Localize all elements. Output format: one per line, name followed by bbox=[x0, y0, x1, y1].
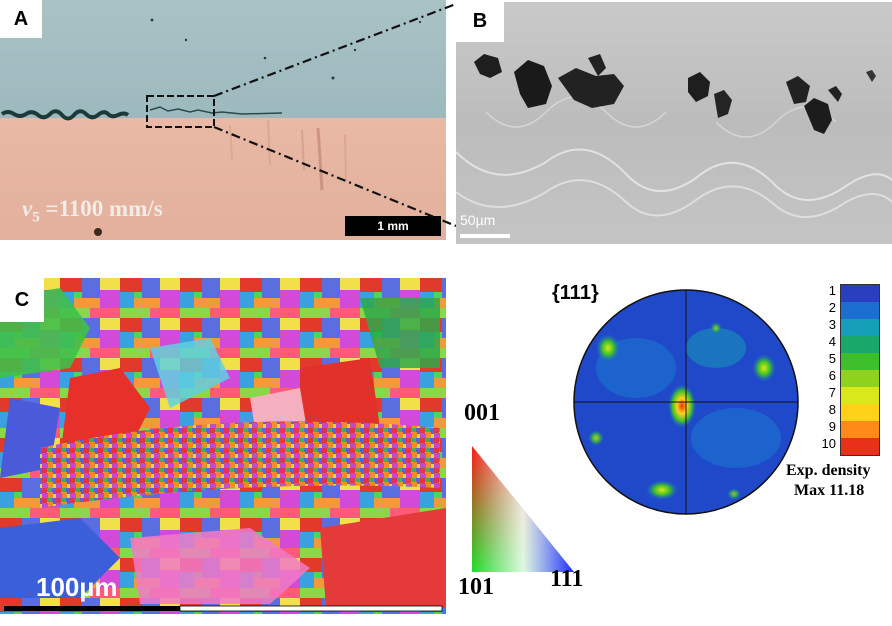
density-level-label: 8 bbox=[828, 402, 836, 417]
density-level-label: 7 bbox=[828, 385, 836, 400]
scale-bar-b-label: 50µm bbox=[460, 212, 496, 228]
density-level-label: 1 bbox=[828, 283, 836, 298]
density-band bbox=[841, 319, 879, 336]
ipf-label-101: 101 bbox=[458, 574, 494, 600]
panel-label-c: C bbox=[0, 278, 44, 322]
ipf-label-001: 001 bbox=[464, 400, 500, 426]
density-band bbox=[841, 370, 879, 387]
panel-label-a: A bbox=[0, 0, 42, 38]
density-level-labels: 1 2 3 4 5 6 7 8 9 10 bbox=[812, 282, 838, 456]
panel-label-b: B bbox=[456, 2, 504, 42]
velocity-value: =1100 mm/s bbox=[39, 196, 163, 221]
panel-c: C 100µm bbox=[0, 278, 446, 614]
density-level-label: 3 bbox=[828, 317, 836, 332]
ipf-legend: 001 101 111 bbox=[440, 400, 620, 610]
density-level-label: 9 bbox=[828, 419, 836, 434]
density-level-label: 10 bbox=[821, 436, 836, 451]
density-band bbox=[841, 387, 879, 404]
scale-bar-c-label: 100µm bbox=[36, 572, 118, 602]
pole-figure: {111} bbox=[548, 278, 892, 518]
density-band bbox=[841, 336, 879, 353]
velocity-subscript: 5 bbox=[32, 209, 40, 226]
density-level-label: 6 bbox=[828, 368, 836, 383]
density-band bbox=[841, 353, 879, 370]
panel-b: B 50µm bbox=[456, 2, 892, 244]
density-caption-1: Exp. density bbox=[786, 462, 871, 479]
density-caption-2: Max 11.18 bbox=[794, 482, 865, 499]
scale-bar-a-label: 1 mm bbox=[377, 219, 409, 233]
ipf-triangle bbox=[472, 446, 574, 572]
velocity-symbol: v bbox=[22, 196, 33, 221]
sem-micrograph bbox=[456, 2, 892, 244]
density-band bbox=[841, 421, 879, 438]
density-level-label: 5 bbox=[828, 351, 836, 366]
pole-figure-plot bbox=[573, 289, 799, 515]
pole-figure-title: {111} bbox=[552, 282, 599, 304]
density-level-label: 4 bbox=[828, 334, 836, 349]
density-level-label: 2 bbox=[828, 300, 836, 315]
ipf-label-111: 111 bbox=[550, 566, 584, 592]
velocity-label: v5 =1100 mm/s bbox=[22, 196, 163, 227]
density-band bbox=[841, 404, 879, 421]
density-legend: 1 2 3 4 5 6 7 8 9 10 bbox=[812, 282, 892, 462]
density-band bbox=[841, 302, 879, 319]
panel-a: A v5 =1100 mm/s 1 mm bbox=[0, 0, 446, 240]
density-color-bar bbox=[840, 284, 880, 456]
ebsd-ipf-map bbox=[0, 278, 446, 614]
density-band bbox=[841, 438, 879, 455]
density-band bbox=[841, 285, 879, 302]
